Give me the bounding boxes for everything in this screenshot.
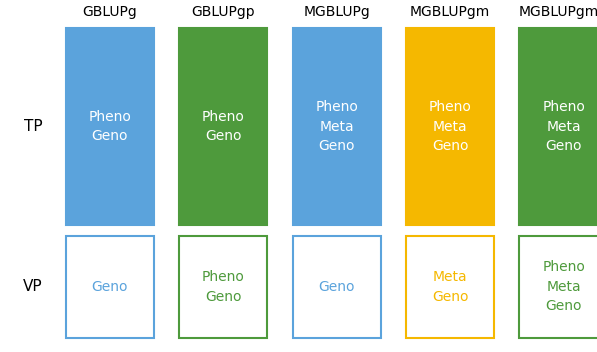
Text: Geno: Geno — [318, 280, 355, 294]
Bar — [293, 28, 381, 225]
Text: MGBLUPgm: MGBLUPgm — [410, 5, 490, 19]
Text: VP: VP — [23, 279, 42, 294]
Text: Pheno
Meta
Geno: Pheno Meta Geno — [542, 260, 585, 313]
Text: Pheno
Geno: Pheno Geno — [202, 110, 245, 144]
Text: Pheno
Meta
Geno: Pheno Meta Geno — [315, 100, 358, 153]
Bar — [519, 236, 597, 338]
Bar — [406, 28, 494, 225]
Text: Pheno
Meta
Geno: Pheno Meta Geno — [429, 100, 472, 153]
Text: MGBLUPg: MGBLUPg — [303, 5, 370, 19]
Bar — [519, 28, 597, 225]
Text: Pheno
Geno: Pheno Geno — [88, 110, 131, 144]
Bar — [66, 236, 154, 338]
Text: MGBLUPgmp: MGBLUPgmp — [519, 5, 597, 19]
Text: GBLUPg: GBLUPg — [82, 5, 137, 19]
Text: Pheno
Geno: Pheno Geno — [202, 270, 245, 304]
Text: TP: TP — [23, 119, 42, 134]
Text: Meta
Geno: Meta Geno — [432, 270, 469, 304]
Bar — [406, 236, 494, 338]
Bar — [179, 28, 267, 225]
Bar — [293, 236, 381, 338]
Text: Geno: Geno — [91, 280, 128, 294]
Text: Pheno
Meta
Geno: Pheno Meta Geno — [542, 100, 585, 153]
Bar — [179, 236, 267, 338]
Bar — [66, 28, 154, 225]
Text: GBLUPgp: GBLUPgp — [192, 5, 255, 19]
